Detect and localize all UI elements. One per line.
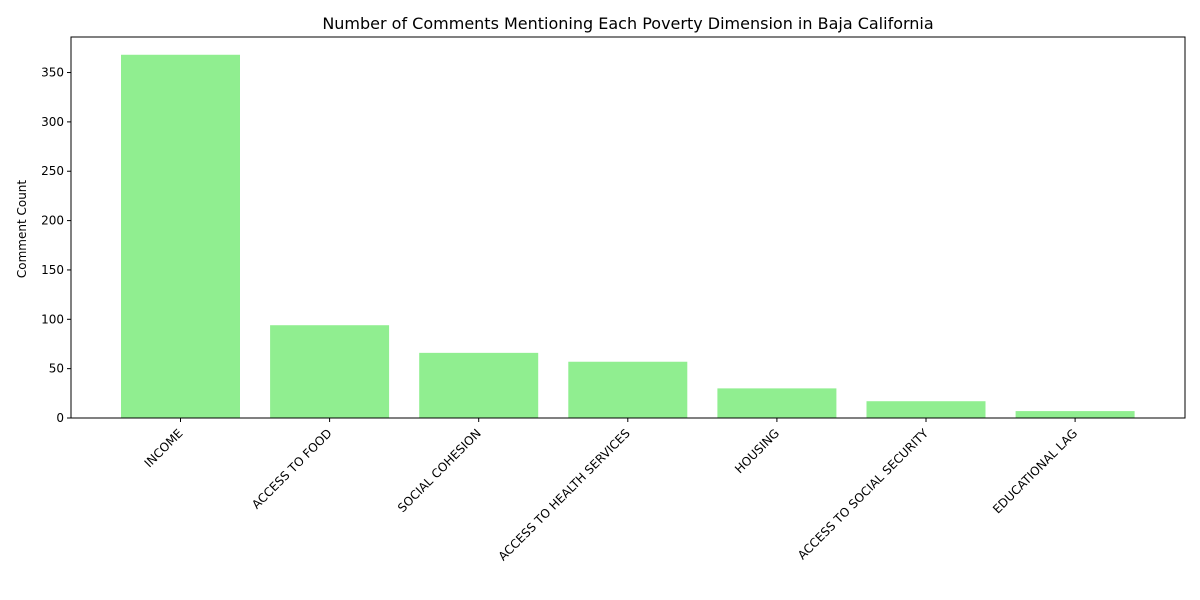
y-tick-label: 200 bbox=[41, 214, 64, 228]
y-tick-label: 150 bbox=[41, 263, 64, 277]
x-ticks-group: INCOME ACCESS TO FOOD SOCIAL COHESION ACCES… bbox=[142, 418, 1080, 564]
plot-frame bbox=[70, 36, 1186, 419]
x-tick-label: ACCESS TO HEALTH SERVICES bbox=[496, 426, 633, 563]
y-axis-label: Comment Count bbox=[15, 180, 29, 279]
y-tick-label: 250 bbox=[41, 164, 64, 178]
bars-group bbox=[121, 54, 1135, 418]
bar-access-to-food bbox=[270, 325, 390, 418]
x-tick-label: EDUCATIONAL LAG bbox=[990, 426, 1080, 516]
y-tick-label: 50 bbox=[49, 362, 64, 376]
y-tick-label: 300 bbox=[41, 115, 64, 129]
chart-title: Number of Comments Mentioning Each Pover… bbox=[322, 14, 933, 33]
bar-access-to-social-security bbox=[866, 401, 986, 418]
x-tick-label: ACCESS TO FOOD bbox=[249, 426, 335, 512]
bar-access-to-health-services bbox=[568, 361, 688, 418]
y-tick-label: 100 bbox=[41, 312, 64, 326]
x-tick-label: SOCIAL COHESION bbox=[395, 426, 484, 515]
x-tick-label: HOUSING bbox=[732, 426, 782, 476]
y-tick-label: 0 bbox=[56, 411, 64, 425]
bar-income bbox=[121, 54, 240, 418]
y-tick-label: 350 bbox=[41, 66, 64, 80]
bar-educational-lag bbox=[1015, 411, 1135, 418]
x-tick-label: ACCESS TO SOCIAL SECURITY bbox=[795, 426, 932, 563]
bar-social-cohesion bbox=[419, 352, 539, 418]
bar-housing bbox=[717, 388, 837, 418]
y-ticks-group: 0 50 100 150 200 250 300 350 bbox=[41, 66, 71, 425]
x-tick-label: INCOME bbox=[142, 426, 186, 470]
